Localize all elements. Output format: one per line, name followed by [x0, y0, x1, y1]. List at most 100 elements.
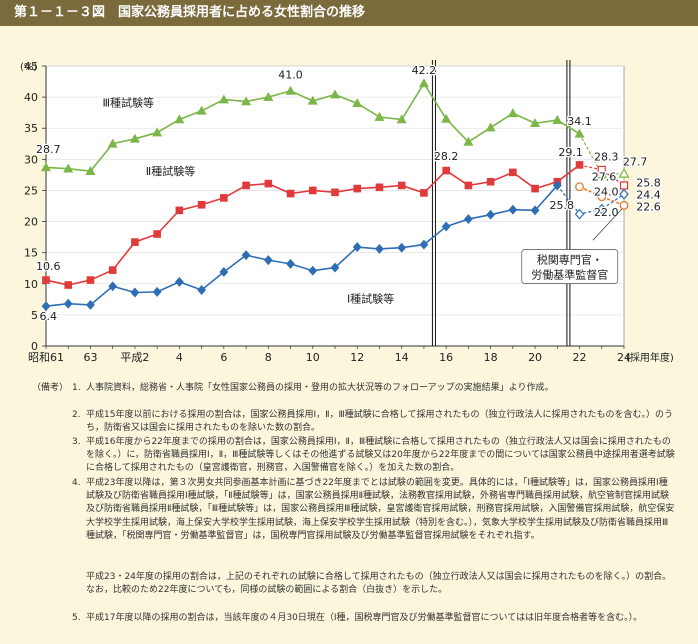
note-number: 1.	[72, 383, 81, 393]
data-point	[219, 267, 229, 277]
data-point	[552, 115, 563, 124]
x-tick-label: 10	[306, 351, 320, 364]
data-label: 24.4	[636, 189, 661, 202]
data-point	[575, 161, 584, 169]
data-label: 6.4	[39, 310, 57, 323]
callout-text: 労働基準監督官	[531, 268, 608, 282]
line-chart: 0 5 10 15 20 25 30 35 40 45(%) 昭和61 63 平成2 4 6 8 10 12 14 1…	[20, 60, 674, 364]
note-text: 平成23年度以降は，第３次男女共同参画基本計画に基づき22年度までとは試験の範囲…	[86, 478, 675, 541]
data-point	[374, 111, 385, 121]
data-point	[419, 239, 429, 250]
data-point	[486, 209, 496, 220]
data-point	[107, 138, 118, 148]
data-point	[196, 105, 207, 115]
data-label: 22.0	[594, 206, 619, 219]
data-label: 27.7	[623, 156, 648, 169]
y-tick-label: 0	[31, 340, 38, 353]
data-point	[396, 114, 407, 124]
data-point	[153, 230, 161, 238]
y-tick-label: 40	[24, 91, 38, 104]
note-text: 平成23・24年度の採用の割合は，上記のそれぞれの試験に合格して採用されたもの（…	[86, 572, 672, 596]
series-line	[579, 185, 625, 207]
data-point	[353, 184, 362, 193]
y-tick-label: 5	[31, 309, 38, 322]
data-point	[486, 177, 495, 186]
data-point	[129, 133, 140, 143]
data-point	[241, 96, 252, 106]
data-point	[64, 281, 73, 289]
series-label: Ⅱ種試験等	[146, 164, 195, 178]
data-point	[441, 113, 452, 123]
data-point	[308, 265, 318, 276]
data-label: 24.0	[594, 185, 619, 198]
data-point	[130, 287, 140, 298]
note-text: 平成16年度から22年度までの採用の割合は，国家公務員採用Ⅰ，Ⅱ，Ⅲ種試験に合格…	[86, 437, 675, 474]
data-point	[397, 181, 406, 190]
notes-section: （備考） 1. 人事院資料，総務省・人事院「女性国家公務員の採用・登用の拡大状況等…	[0, 378, 698, 644]
y-tick-label: 15	[24, 247, 38, 260]
data-point	[175, 206, 184, 215]
data-point	[63, 163, 74, 173]
data-point	[285, 85, 296, 95]
data-label: 29.1	[558, 146, 583, 159]
data-point	[619, 200, 629, 210]
data-point	[352, 242, 362, 253]
data-point	[530, 205, 540, 216]
x-tick-label: 昭和61	[28, 351, 64, 364]
note-text: 平成15年度以前における採用の割合は，国家公務員採用Ⅰ，Ⅱ，Ⅲ種試験に合格して採…	[86, 410, 673, 434]
callout-leader	[592, 208, 623, 241]
data-point	[442, 166, 450, 175]
data-point	[574, 208, 585, 220]
data-point	[375, 183, 384, 192]
data-point	[575, 182, 584, 192]
data-label: 28.7	[36, 143, 61, 156]
x-tick-label: 12	[350, 351, 364, 364]
x-tick-label: 20	[528, 351, 542, 364]
data-label: 42.2	[412, 64, 437, 77]
callout-text: 税関専門官・	[537, 253, 603, 267]
data-point	[375, 243, 384, 254]
note-number: 5.	[72, 613, 81, 623]
data-point	[131, 238, 139, 246]
data-point	[330, 262, 340, 273]
data-point	[264, 179, 273, 188]
data-point	[263, 255, 273, 266]
x-tick-label: 8	[265, 351, 272, 364]
data-point	[263, 91, 274, 101]
data-point	[286, 258, 295, 269]
data-point	[463, 214, 473, 225]
data-point	[618, 167, 630, 178]
data-point	[508, 204, 518, 215]
data-point	[41, 301, 51, 312]
data-point	[552, 180, 562, 191]
data-point	[40, 162, 52, 172]
note-item: 2. 平成15年度以前における採用の割合は，国家公務員採用Ⅰ，Ⅱ，Ⅲ種試験に合格し…	[72, 409, 676, 435]
data-point	[507, 108, 518, 118]
data-point	[596, 203, 607, 215]
data-label: 22.6	[636, 200, 661, 213]
figure-title: 第１－１－３図 国家公務員採用者に占める女性割合の推移	[14, 5, 366, 20]
note-number: 2.	[72, 410, 81, 420]
y-tick-label: 10	[24, 278, 38, 291]
x-tick-label: 16	[439, 351, 453, 364]
note-number: 4.	[72, 478, 81, 488]
data-label: 28.3	[594, 151, 619, 164]
data-point	[420, 189, 428, 197]
x-tick-label: 6	[220, 351, 227, 364]
data-label: 10.6	[36, 260, 61, 273]
data-point	[308, 186, 317, 195]
data-point	[619, 181, 629, 190]
data-label: 25.8	[636, 177, 661, 190]
y-tick-label: 25	[24, 184, 38, 197]
data-point	[286, 189, 295, 198]
figure-title-bar: 第１－１－３図 国家公務員採用者に占める女性割合の推移	[0, 0, 698, 26]
callout-box	[521, 249, 619, 284]
data-point	[85, 166, 96, 175]
x-tick-label: 63	[83, 351, 97, 364]
x-tick-label: 4	[176, 351, 183, 364]
data-point	[597, 165, 606, 175]
data-label: 41.0	[278, 68, 303, 81]
data-point	[218, 94, 229, 104]
data-point	[464, 181, 473, 190]
data-point	[220, 194, 228, 202]
